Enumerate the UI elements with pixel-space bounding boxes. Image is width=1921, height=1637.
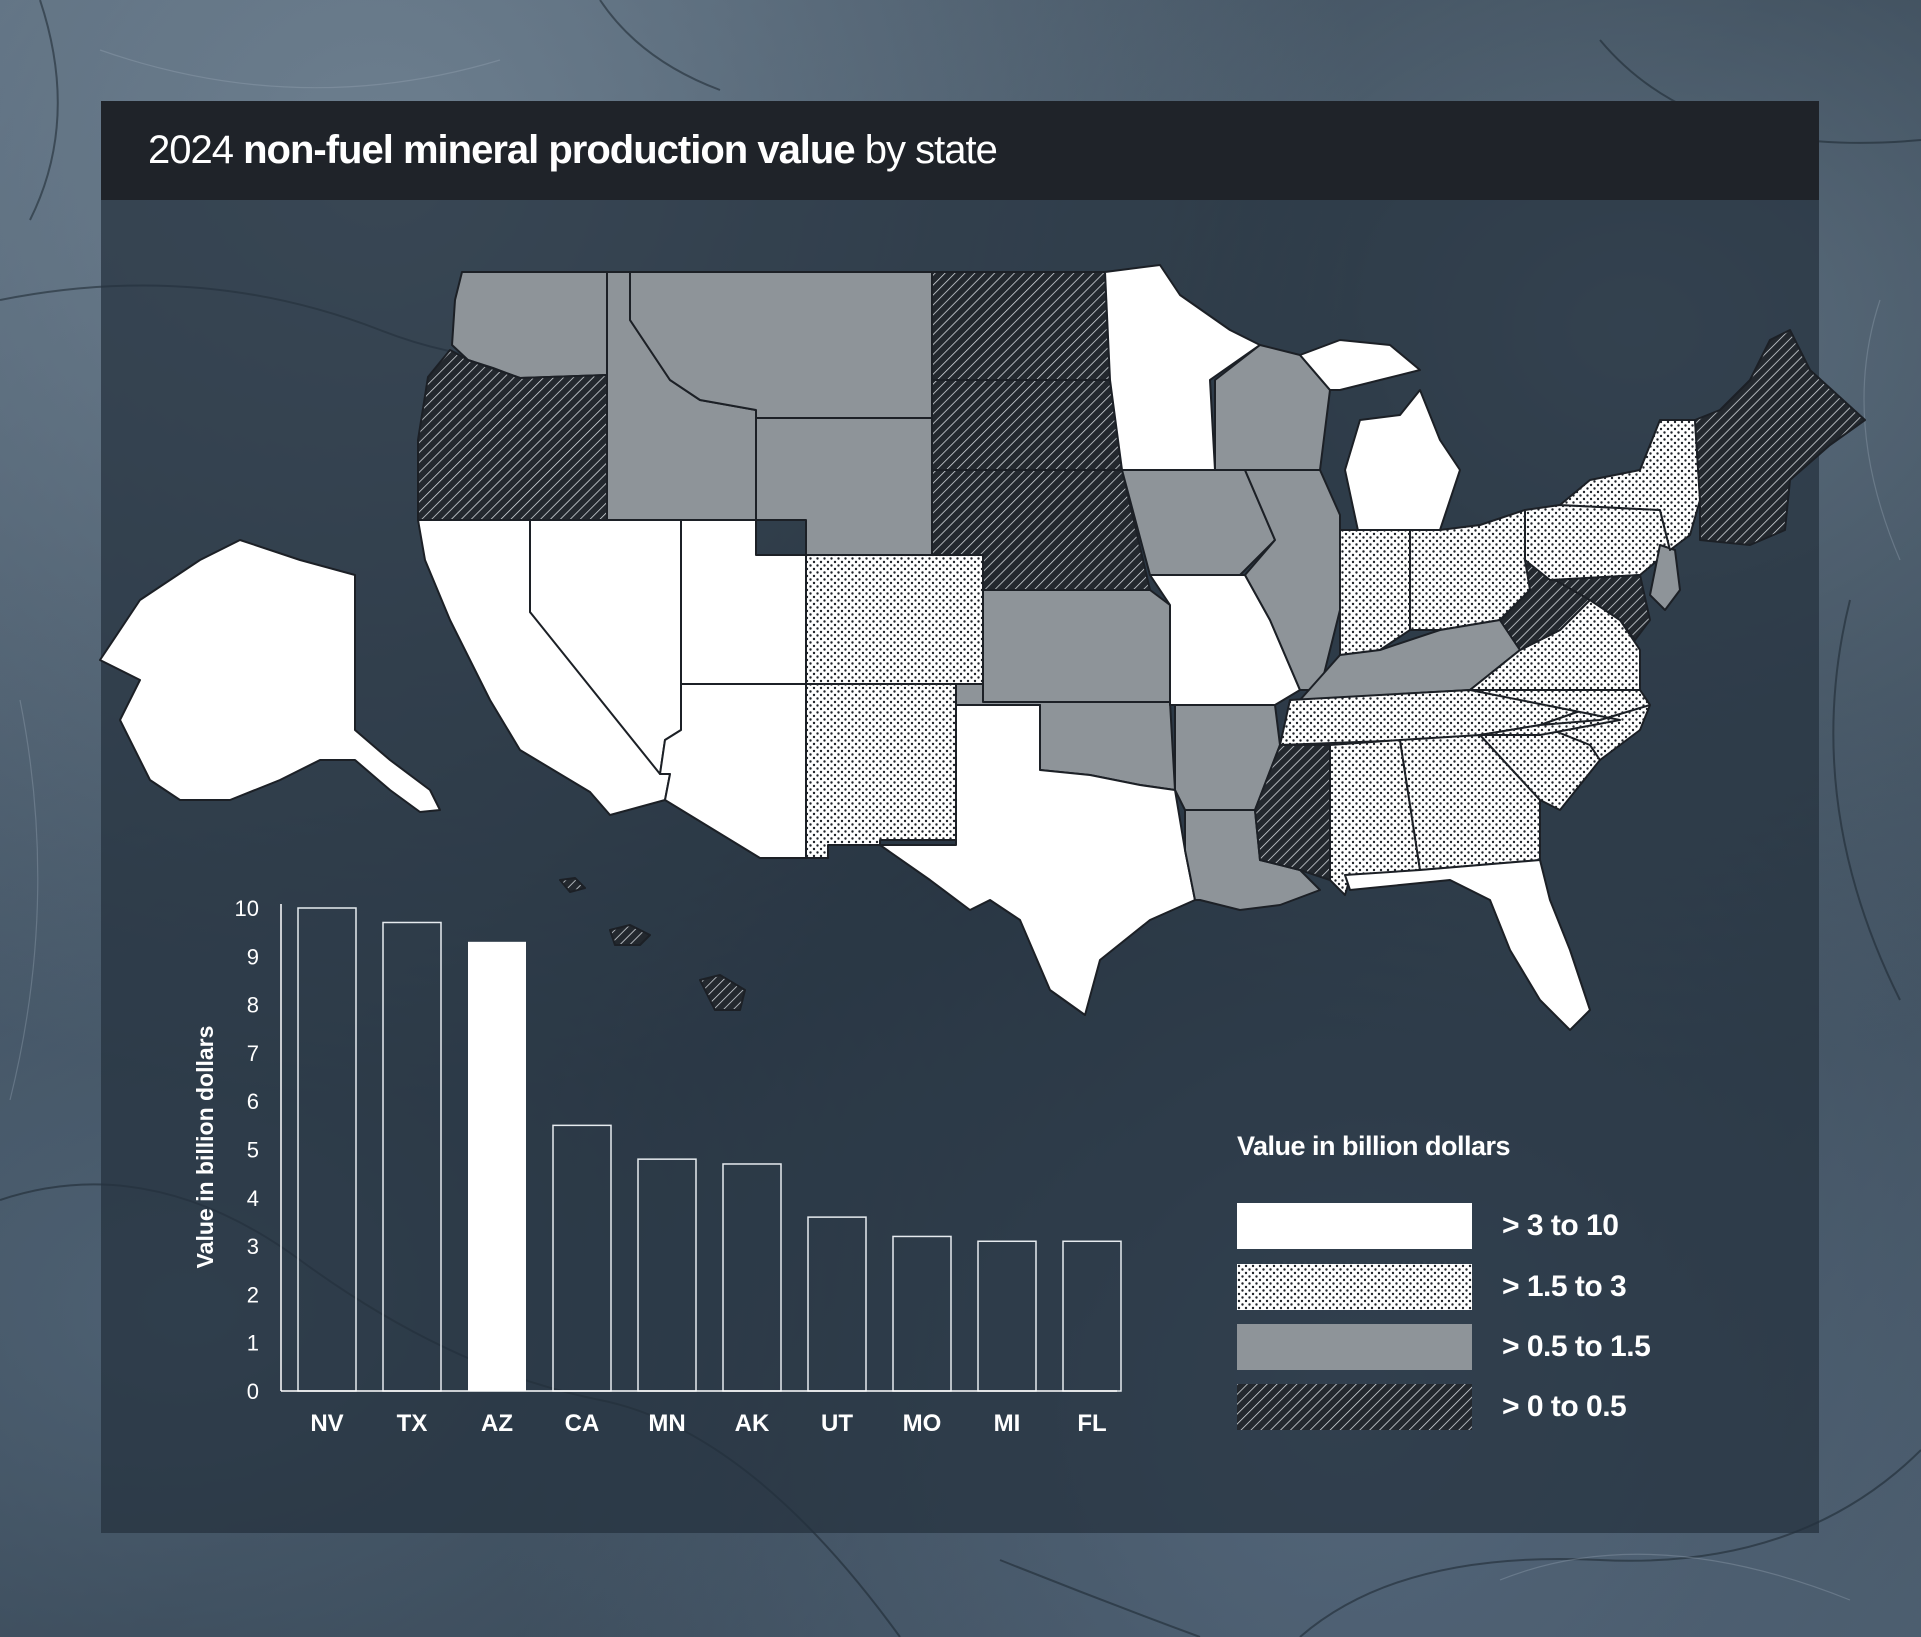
legend-label: > 0 to 0.5 (1502, 1390, 1627, 1423)
legend-swatch-high (1237, 1203, 1472, 1249)
y-tick-label: 2 (247, 1282, 259, 1307)
y-tick-label: 0 (247, 1379, 259, 1404)
y-tick-label: 4 (247, 1186, 259, 1211)
state-mi-upper (1299, 339, 1421, 391)
x-tick-label: AZ (481, 1410, 513, 1437)
y-tick-label: 6 (247, 1089, 259, 1114)
bar-az (468, 941, 526, 1391)
legend-label: > 0.5 to 1.5 (1502, 1330, 1651, 1363)
y-tick-label: 9 (247, 944, 259, 969)
bar-mn (637, 1158, 697, 1392)
x-tick-label: AK (735, 1410, 770, 1437)
state-in (1339, 529, 1411, 656)
state-fl (1344, 859, 1591, 1031)
state-nc-main (1469, 689, 1651, 736)
legend-label: > 3 to 10 (1502, 1209, 1619, 1242)
legend-label: > 1.5 to 3 (1502, 1270, 1627, 1303)
x-tick-label: MN (648, 1410, 685, 1437)
y-tick-label: 5 (247, 1138, 259, 1163)
legend-item-mid-low: > 0.5 to 1.5 (1237, 1324, 1737, 1370)
y-tick-label: 10 (235, 896, 259, 921)
state-md (1554, 574, 1651, 641)
x-tick-label: MO (903, 1410, 942, 1437)
state-ga (1399, 734, 1541, 871)
bar-mi (977, 1240, 1037, 1392)
bar-ca (552, 1124, 612, 1392)
y-axis-label: Value in billion dollars (192, 1026, 218, 1269)
bar-ak (722, 1163, 782, 1392)
state-hi (699, 974, 746, 1011)
title-year: 2024 (148, 128, 234, 172)
x-tick-label: UT (821, 1410, 853, 1437)
title-suffix: by state (864, 128, 998, 172)
legend-swatch-mid-low (1237, 1324, 1472, 1370)
x-tick-labels: NV TX AZ CA MN AK UT MO MI FL (310, 1410, 1106, 1437)
y-tick-label: 1 (247, 1331, 259, 1356)
legend-swatch-low (1237, 1384, 1472, 1430)
state-ak (99, 539, 441, 813)
state-mn (1104, 264, 1261, 471)
y-tick-label: 8 (247, 993, 259, 1018)
title-emphasis: non-fuel mineral production value (243, 128, 855, 172)
y-tick-label: 3 (247, 1234, 259, 1259)
bar-tx (382, 921, 442, 1392)
y-tick-label: 7 (247, 1041, 259, 1066)
x-tick-label: FL (1077, 1410, 1106, 1437)
x-tick-label: NV (310, 1410, 343, 1437)
bar-ut (807, 1216, 867, 1392)
x-tick-label: TX (397, 1410, 428, 1437)
state-new-england (1694, 329, 1866, 546)
legend-title: Value in billion dollars (1237, 1131, 1511, 1161)
state-hi-3 (559, 877, 586, 893)
page-title: 2024 non-fuel mineral production value b… (148, 128, 998, 178)
x-tick-label: MI (994, 1410, 1021, 1437)
state-wi (1214, 344, 1331, 471)
bar-mo (892, 1235, 952, 1392)
bars (297, 907, 1122, 1392)
legend-item-high: > 3 to 10 (1237, 1203, 1737, 1249)
y-tick-labels: 0 1 2 3 4 5 6 7 8 9 10 (235, 896, 259, 1404)
x-tick-label: CA (565, 1410, 600, 1437)
bar-fl (1062, 1240, 1122, 1392)
legend-item-mid-high: > 1.5 to 3 (1237, 1264, 1737, 1310)
legend-item-low: > 0 to 0.5 (1237, 1384, 1737, 1430)
title-bar (101, 101, 1819, 200)
state-hi-2 (609, 924, 651, 946)
state-tx (879, 704, 1196, 1016)
legend-swatch-mid-high (1237, 1264, 1472, 1310)
bar-nv (297, 907, 357, 1392)
